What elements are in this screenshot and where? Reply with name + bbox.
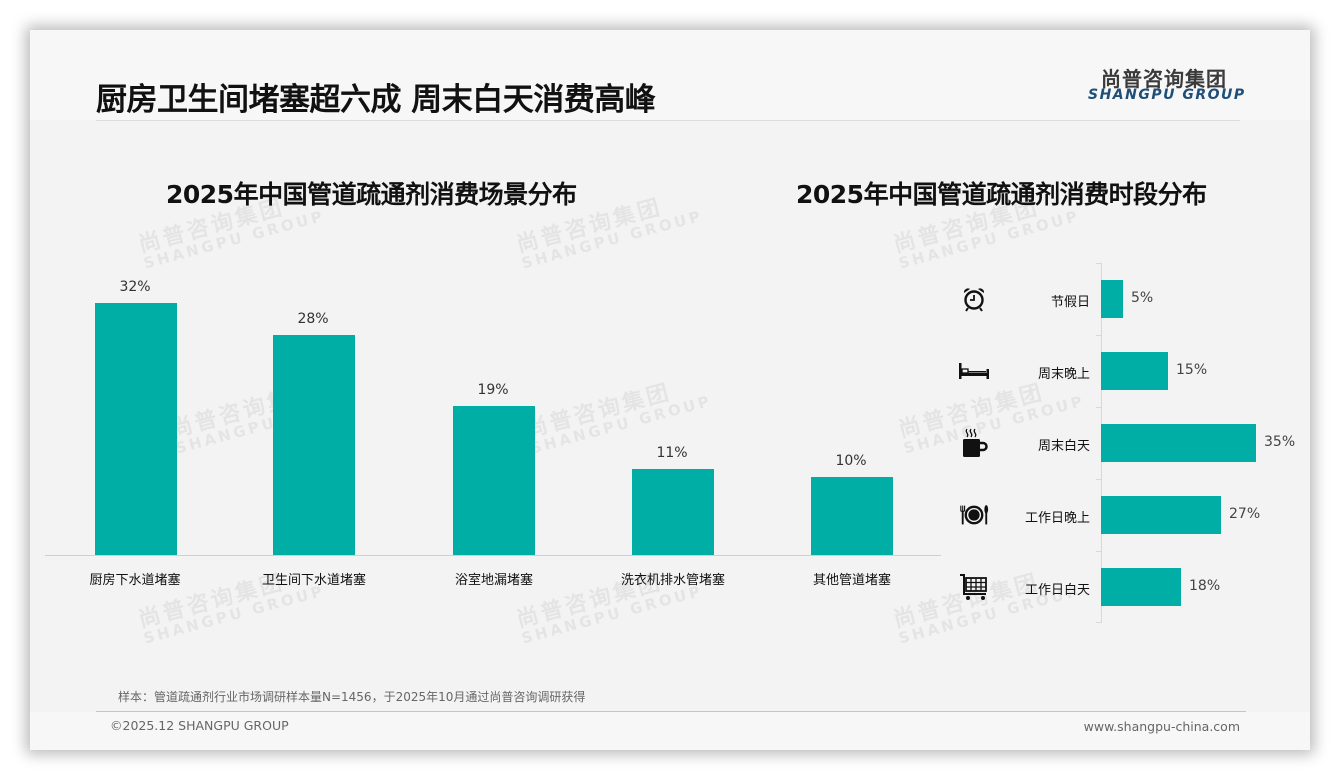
bar-holiday: [1101, 280, 1123, 318]
bar-category-label: 浴室地漏堵塞: [454, 573, 533, 588]
logo-english: SHANGPU GROUP: [1088, 87, 1246, 103]
bar-value-label: 27%: [1229, 506, 1261, 522]
bar-weekday-evening: [1101, 496, 1221, 534]
bar-value-label: 18%: [1189, 578, 1221, 594]
bar-value-label: 19%: [477, 382, 509, 398]
bar-category-label: 其他管道堵塞: [812, 573, 891, 588]
bar-weekend-evening: [1101, 352, 1168, 390]
bed-icon: [958, 355, 990, 387]
scene-chart-title: 2025年中国管道疏通剂消费场景分布: [166, 180, 577, 209]
bar-value-label: 10%: [835, 453, 867, 469]
axis-tick: [1096, 407, 1101, 408]
bar-value-label: 11%: [656, 445, 688, 461]
page-title: 厨房卫生间堵塞超六成 周末白天消费高峰: [96, 82, 656, 118]
coffee-cup-icon: [958, 427, 990, 459]
bar-value-label: 35%: [1264, 434, 1296, 450]
bar-category-label: 卫生间下水道堵塞: [261, 573, 366, 588]
dining-plate-icon: [958, 499, 990, 531]
axis-tick: [1096, 551, 1101, 552]
row-category-label: 节假日: [1050, 295, 1090, 310]
row-category-label: 周末晚上: [1037, 367, 1090, 382]
footer-band: [30, 712, 1310, 750]
header-band: [30, 30, 1310, 120]
bar-category-label: 厨房下水道堵塞: [89, 573, 181, 588]
axis-tick: [1096, 479, 1101, 480]
bar-other-pipes: [811, 477, 893, 555]
bar-value-label: 32%: [119, 279, 151, 295]
shopping-cart-icon: [958, 571, 990, 603]
bar-washing-machine-drain: [632, 469, 714, 555]
copyright-text: ©2025.12 SHANGPU GROUP: [110, 718, 289, 733]
bar-bathroom-drain: [273, 335, 355, 555]
bar-value-label: 5%: [1131, 290, 1154, 306]
bar-value-label: 28%: [297, 311, 329, 327]
axis-tick: [1096, 622, 1101, 623]
bar-weekday-daytime: [1101, 568, 1181, 606]
bar-weekend-daytime: [1101, 424, 1256, 462]
row-category-label: 周末白天: [1037, 439, 1090, 454]
header-divider: [96, 120, 1240, 121]
bar-floor-drain: [453, 406, 535, 555]
sample-footnote: 样本：管道疏通剂行业市场调研样本量N=1456，于2025年10月通过尚普咨询调…: [118, 690, 586, 704]
time-chart-title: 2025年中国管道疏通剂消费时段分布: [796, 180, 1207, 209]
axis-tick: [1096, 335, 1101, 336]
bar-kitchen-drain: [95, 303, 177, 555]
bar-category-label: 洗衣机排水管堵塞: [620, 573, 725, 588]
alarm-clock-icon: [958, 283, 990, 315]
website-link[interactable]: www.shangpu-china.com: [1083, 719, 1240, 734]
bar-value-label: 15%: [1176, 362, 1208, 378]
row-category-label: 工作日白天: [1024, 583, 1090, 598]
scene-chart-x-axis: [45, 555, 941, 556]
row-category-label: 工作日晚上: [1024, 511, 1090, 526]
logo-chinese: 尚普咨询集团: [1101, 67, 1227, 91]
axis-tick: [1096, 263, 1101, 264]
slide: 厨房卫生间堵塞超六成 周末白天消费高峰 尚普咨询集团 SHANGPU GROUP…: [30, 30, 1310, 750]
footer-divider: [96, 711, 1246, 712]
